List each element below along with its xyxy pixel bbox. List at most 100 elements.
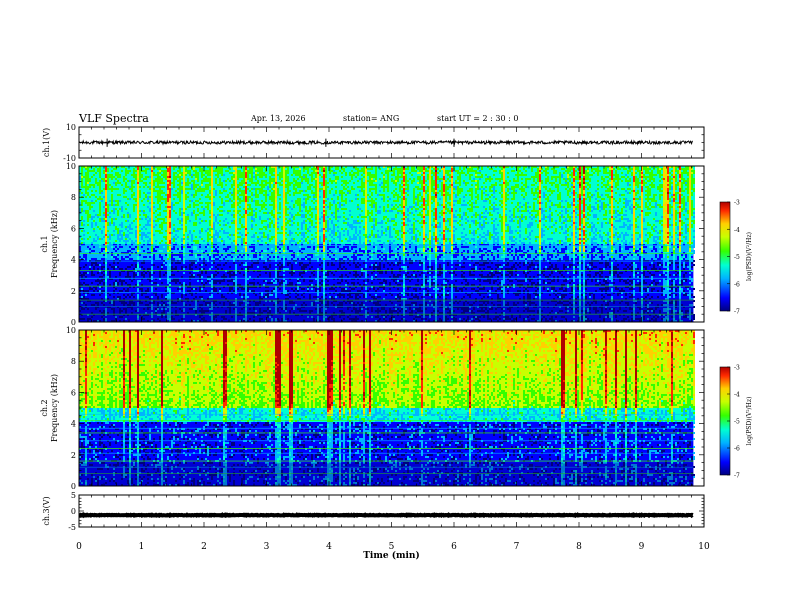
- spectrogram-cells: [81, 166, 693, 168]
- spectrogram-cells: [103, 414, 693, 416]
- spectrogram-cells: [85, 358, 637, 360]
- y-tick-label: -10: [63, 154, 76, 163]
- spectrogram-cells: [81, 212, 687, 214]
- spectrogram-cells: [137, 222, 675, 224]
- spectrogram-cells: [87, 382, 693, 384]
- spectrogram-cells: [169, 302, 675, 304]
- spectrogram-cells: [85, 400, 617, 402]
- x-tick-label: 3: [264, 542, 270, 552]
- spectrogram-cells: [79, 456, 695, 458]
- spectrogram-cells: [89, 464, 687, 466]
- x-axis-label: Time (min): [363, 550, 420, 561]
- spectrogram-cells: [123, 344, 673, 346]
- spectrogram-cells: [83, 192, 695, 194]
- y-tick-label: 10: [66, 162, 76, 171]
- spectrogram-cells: [89, 446, 695, 448]
- start-time-label: start UT = 2 : 30 : 0: [437, 114, 519, 123]
- spectrogram-cells: [81, 446, 689, 448]
- spectrogram-cells: [85, 444, 677, 446]
- spectrogram-cells: [83, 178, 687, 180]
- spectrogram-cells: [83, 332, 693, 334]
- spectrogram-cells: [79, 188, 685, 190]
- spectrogram-cells: [89, 436, 681, 438]
- panel-frame: [78, 126, 705, 159]
- spectrogram-cells: [129, 468, 331, 470]
- spectrogram-cells: [79, 400, 691, 402]
- spectrogram-cells: [91, 334, 693, 336]
- y-tick-label: 8: [71, 193, 76, 202]
- spectrogram-cells: [79, 172, 677, 174]
- spectrogram-cells: [105, 238, 691, 240]
- spectrogram-cells: [149, 168, 151, 170]
- spectrogram-cells: [81, 418, 685, 420]
- spectrogram-cells: [79, 416, 673, 418]
- spectrogram-cells: [151, 278, 693, 280]
- spectrogram-cells: [579, 172, 585, 174]
- spectrogram-cells: [109, 204, 687, 206]
- spectrogram-cells: [85, 392, 637, 394]
- spectrogram-cells: [81, 340, 691, 342]
- spectrogram-cells: [89, 344, 693, 346]
- spectrogram-cells: [81, 230, 689, 232]
- spectrogram-cells: [137, 204, 691, 206]
- spectrogram-cells: [79, 332, 689, 334]
- spectrogram-cells: [81, 196, 689, 198]
- spectrogram-cells: [81, 378, 695, 380]
- spectrogram-cells: [81, 402, 695, 404]
- spectrogram-cells: [87, 348, 691, 350]
- spectrogram-cells: [79, 232, 695, 234]
- y-tick-label: -5: [68, 523, 76, 532]
- y-tick-label: 2: [71, 287, 76, 296]
- spectrogram-cells: [137, 228, 691, 230]
- spectrogram-cells: [97, 476, 685, 478]
- ch2-spectrogram-ylabel-channel: ch.2: [40, 399, 49, 416]
- spectrogram-cells: [79, 342, 693, 344]
- panel-frame: [78, 165, 705, 323]
- spectrogram-cells: [89, 430, 681, 432]
- spectrogram-cells: [87, 194, 693, 196]
- panel-frame: [78, 494, 705, 528]
- ch2-spectrogram-colorbar: -3 -4 -5 -6 -7 log(PSD)(V²/Hz): [719, 365, 753, 480]
- spectrogram-cells: [81, 192, 693, 194]
- spectrogram-cells: [79, 372, 695, 374]
- spectrogram-cells: [123, 340, 637, 342]
- spectrogram-cells: [105, 256, 691, 258]
- spectrogram-cells: [123, 368, 673, 370]
- spectrogram-cells: [91, 218, 687, 220]
- colorbar-tick-label: -3: [734, 200, 740, 207]
- spectrogram-cells: [81, 354, 695, 356]
- spectrogram-cells: [85, 454, 673, 456]
- spectrogram-cells: [123, 352, 673, 354]
- spectrogram-cells: [89, 390, 687, 392]
- spectrogram-cells: [79, 224, 687, 226]
- spectrogram-cells: [91, 382, 685, 384]
- colorbar-label: log(PSD)(V²/Hz): [746, 232, 753, 281]
- spectrogram-cells: [81, 374, 687, 376]
- spectrogram-cells: [79, 310, 689, 312]
- spectrogram-cells: [245, 308, 669, 310]
- spectrogram-cells: [81, 398, 691, 400]
- spectrogram-cells: [667, 192, 669, 194]
- spectrogram-cells: [91, 384, 691, 386]
- spectrogram-cells: [79, 366, 693, 368]
- spectrogram-cells: [83, 238, 687, 240]
- spectrogram-cells: [79, 480, 683, 482]
- spectrogram-cells: [137, 216, 691, 218]
- time-axis: 0 1 2 3 4 5 6 7 8 9 10 Time (min): [76, 542, 710, 561]
- spectrogram-cells: [89, 388, 693, 390]
- spectrogram-cells: [95, 280, 687, 282]
- spectrogram-cells: [129, 446, 673, 448]
- spectrogram-cells: [115, 240, 683, 242]
- spectrogram-cells: [85, 304, 683, 306]
- spectrogram-cells: [85, 360, 637, 362]
- y-tick-label: 10: [66, 326, 76, 335]
- spectrogram-cells: [89, 450, 685, 452]
- y-tick-label: 4: [71, 256, 76, 265]
- ch2-spectrogram-panel: 0 2 4 6 8 10 ch.2 Frequency (kHz): [40, 326, 705, 491]
- spectrogram-cells: [83, 282, 683, 284]
- spectrogram-cells: [137, 180, 691, 182]
- spectrogram-cells: [85, 242, 687, 244]
- spectrogram-cells: [123, 370, 673, 372]
- spectrogram-cells: [79, 290, 685, 292]
